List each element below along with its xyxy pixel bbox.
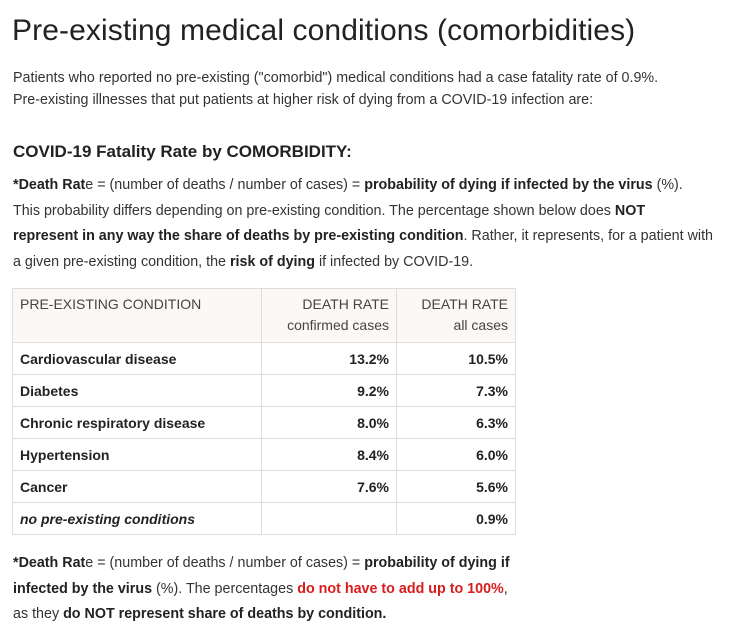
intro-line-2: Pre-existing illnesses that put patients… [13, 92, 594, 108]
page-title: Pre-existing medical conditions (comorbi… [12, 14, 636, 47]
intro-paragraph: Patients who reported no pre-existing ("… [13, 67, 719, 111]
row-death-rate-all: 7.3% [396, 374, 516, 407]
header-death-rate-confirmed: DEATH RATE confirmed cases [261, 288, 397, 343]
row-death-rate-confirmed [261, 502, 397, 535]
header-death-rate-all: DEATH RATE all cases [396, 288, 516, 343]
section-heading: COVID-19 Fatality Rate by COMORBIDITY: [13, 142, 352, 161]
intro-line-1: Patients who reported no pre-existing ("… [13, 70, 659, 86]
definition-sentence-2: This probability differs depending on pr… [13, 202, 615, 219]
footnote-probability: probability of dying if infected by the … [13, 555, 510, 597]
footnote-star-bold: *Death Rat [13, 555, 86, 571]
table-row: Chronic respiratory disease 8.0% 6.3% [12, 406, 516, 439]
comorbidity-table: PRE-EXISTING CONDITION DEATH RATE confirm… [12, 288, 516, 535]
footnote-red-emphasis: do not have to add up to 100% [297, 580, 504, 597]
definition-star-rest: e = (number of deaths / number of cases)… [85, 177, 365, 193]
row-death-rate-confirmed: 8.4% [261, 438, 397, 471]
header-col2-top: DEATH RATE [302, 296, 389, 312]
table-row: Cardiovascular disease 13.2% 10.5% [12, 342, 516, 375]
row-condition: Cancer [12, 470, 262, 503]
row-death-rate-confirmed: 7.6% [261, 470, 397, 503]
header-condition: PRE-EXISTING CONDITION [12, 288, 262, 343]
definition-pct: (%). [652, 177, 683, 193]
footnote-star-rest: e = (number of deaths / number of cases)… [85, 555, 365, 571]
definition-sentence-4: if infected by COVID-19. [314, 253, 474, 270]
header-condition-label: PRE-EXISTING CONDITION [20, 296, 202, 312]
row-death-rate-confirmed: 13.2% [261, 342, 397, 375]
header-col2-sub: confirmed cases [287, 317, 389, 333]
death-rate-definition: *Death Rate = (number of deaths / number… [13, 173, 713, 275]
footnote-not-represent: do NOT represent share of deaths by cond… [63, 606, 387, 622]
definition-risk: risk of dying [229, 253, 315, 270]
header-col3-sub: all cases [453, 317, 508, 333]
row-condition: no pre-existing conditions [12, 502, 262, 535]
header-col3-top: DEATH RATE [421, 296, 508, 312]
row-death-rate-all: 6.0% [396, 438, 516, 471]
row-death-rate-confirmed: 8.0% [261, 406, 397, 439]
table-row: no pre-existing conditions 0.9% [12, 502, 516, 535]
table-row: Hypertension 8.4% 6.0% [12, 438, 516, 471]
definition-star-bold: *Death Rat [13, 177, 86, 193]
row-condition: Diabetes [12, 374, 262, 407]
row-death-rate-all: 10.5% [396, 342, 516, 375]
footnote-mid: , as they [13, 580, 508, 623]
row-death-rate-confirmed: 9.2% [261, 374, 397, 407]
row-condition: Cardiovascular disease [12, 342, 262, 375]
row-death-rate-all: 6.3% [396, 406, 516, 439]
footnote: *Death Rate = (number of deaths / number… [13, 551, 513, 628]
footnote-pct: (%). The percentages [152, 580, 298, 597]
row-condition: Chronic respiratory disease [12, 406, 262, 439]
row-death-rate-all: 5.6% [396, 470, 516, 503]
definition-not-represent: NOT represent in any way the share of de… [13, 202, 646, 245]
row-death-rate-all: 0.9% [396, 502, 516, 535]
definition-probability: probability of dying if infected by the … [364, 177, 653, 193]
definition-sentence-3: . Rather, it represents, for a patient w… [13, 228, 713, 270]
table-header-row: PRE-EXISTING CONDITION DEATH RATE confirm… [12, 288, 516, 343]
table-row: Diabetes 9.2% 7.3% [12, 374, 516, 407]
row-condition: Hypertension [12, 438, 262, 471]
table-row: Cancer 7.6% 5.6% [12, 470, 516, 503]
